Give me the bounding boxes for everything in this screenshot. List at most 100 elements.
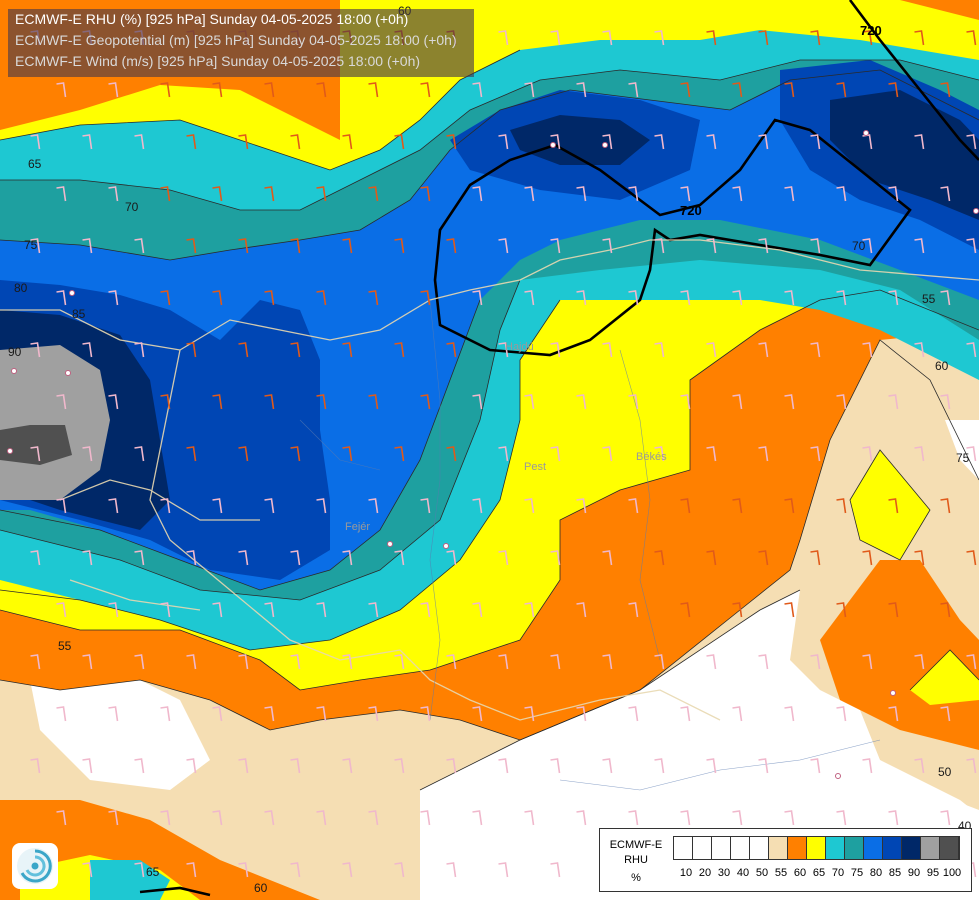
wind-barb	[784, 394, 795, 410]
legend-swatch	[712, 837, 731, 859]
legend-swatch	[788, 837, 807, 859]
wind-barb	[368, 290, 379, 306]
wind-barb	[706, 654, 717, 670]
wind-barb	[706, 30, 717, 46]
wind-barb	[706, 342, 717, 358]
legend-tick: 80	[869, 867, 883, 879]
wind-barb	[914, 238, 925, 254]
wind-barb	[30, 238, 41, 254]
wind-barb	[472, 186, 483, 202]
legend-tick: 100	[942, 867, 962, 879]
wind-barb	[446, 342, 457, 358]
legend-tick: 40	[736, 867, 750, 879]
wind-barb	[212, 290, 223, 306]
map-header: ECMWF-E RHU (%) [925 hPa] Sunday 04-05-2…	[8, 9, 474, 77]
legend-tick: 50	[755, 867, 769, 879]
wind-barb	[524, 394, 535, 410]
wind-barb	[342, 446, 353, 462]
wind-barb	[264, 290, 275, 306]
wind-barb	[56, 290, 67, 306]
wind-barb	[914, 30, 925, 46]
wind-barb	[706, 758, 717, 774]
wind-barb	[810, 342, 821, 358]
swirl-logo-icon	[17, 848, 53, 884]
wind-barb	[550, 30, 561, 46]
contour-label: 65	[146, 865, 160, 879]
wind-barb	[472, 82, 483, 98]
wind-barb	[290, 862, 301, 878]
wind-barb	[446, 758, 457, 774]
wind-barb	[238, 446, 249, 462]
place-label: Fejér	[345, 521, 370, 533]
geopotential-label: 720	[680, 203, 702, 218]
wind-barb	[212, 394, 223, 410]
wind-barb	[316, 394, 327, 410]
wind-barb	[836, 498, 847, 514]
geopotential-label: 720	[860, 23, 882, 38]
wind-barb	[290, 238, 301, 254]
wind-barb	[966, 758, 977, 774]
wind-barb	[680, 706, 691, 722]
wind-barb	[966, 550, 977, 566]
wind-barb	[680, 810, 691, 826]
wind-barb	[394, 238, 405, 254]
wind-barb	[160, 290, 171, 306]
wind-barb	[342, 550, 353, 566]
contour-label: 65	[28, 157, 42, 171]
wind-barb	[316, 706, 327, 722]
wind-barb	[628, 602, 639, 618]
wind-barb	[576, 394, 587, 410]
wind-barb	[472, 498, 483, 514]
legend-tick: 55	[774, 867, 788, 879]
wind-barb	[290, 758, 301, 774]
wind-barb	[212, 498, 223, 514]
wind-barb	[446, 550, 457, 566]
wind-barb	[628, 498, 639, 514]
wind-barb	[30, 446, 41, 462]
wind-barb	[654, 238, 665, 254]
wind-barb	[758, 238, 769, 254]
wind-barb	[628, 290, 639, 306]
wind-barb	[602, 134, 613, 150]
wind-barb	[914, 134, 925, 150]
wind-barb	[238, 134, 249, 150]
wind-barb	[420, 498, 431, 514]
wind-barb	[368, 810, 379, 826]
wind-barb	[30, 550, 41, 566]
wind-barb	[342, 758, 353, 774]
wind-barb	[446, 134, 457, 150]
wind-barb	[550, 654, 561, 670]
wind-barb	[316, 498, 327, 514]
wind-barb	[212, 706, 223, 722]
wind-barb	[134, 446, 145, 462]
wind-barb	[550, 446, 561, 462]
wind-barb	[394, 758, 405, 774]
wind-barb	[524, 82, 535, 98]
legend-swatch	[921, 837, 940, 859]
wind-barb	[836, 290, 847, 306]
wind-barb	[706, 238, 717, 254]
wind-barb	[758, 30, 769, 46]
wind-barb	[264, 810, 275, 826]
wind-barb	[394, 134, 405, 150]
wind-barb	[784, 602, 795, 618]
wind-barb	[888, 602, 899, 618]
wind-barb	[784, 810, 795, 826]
wind-barb	[316, 290, 327, 306]
wind-barb	[108, 706, 119, 722]
wind-barb	[420, 602, 431, 618]
wind-barb	[342, 862, 353, 878]
contour-label: 90	[8, 345, 22, 359]
wind-barb	[498, 654, 509, 670]
rhu-title: ECMWF-E RHU (%) [925 hPa] Sunday 04-05-2…	[15, 11, 409, 27]
wind-barb	[160, 394, 171, 410]
legend-swatch	[902, 837, 921, 859]
wind-barb	[82, 446, 93, 462]
wind-barb	[56, 186, 67, 202]
wind-barb	[134, 654, 145, 670]
wind-barb	[810, 30, 821, 46]
wind-barb	[966, 30, 977, 46]
wind-barb	[680, 498, 691, 514]
legend-unit: %	[631, 872, 641, 884]
legend-swatch	[864, 837, 883, 859]
